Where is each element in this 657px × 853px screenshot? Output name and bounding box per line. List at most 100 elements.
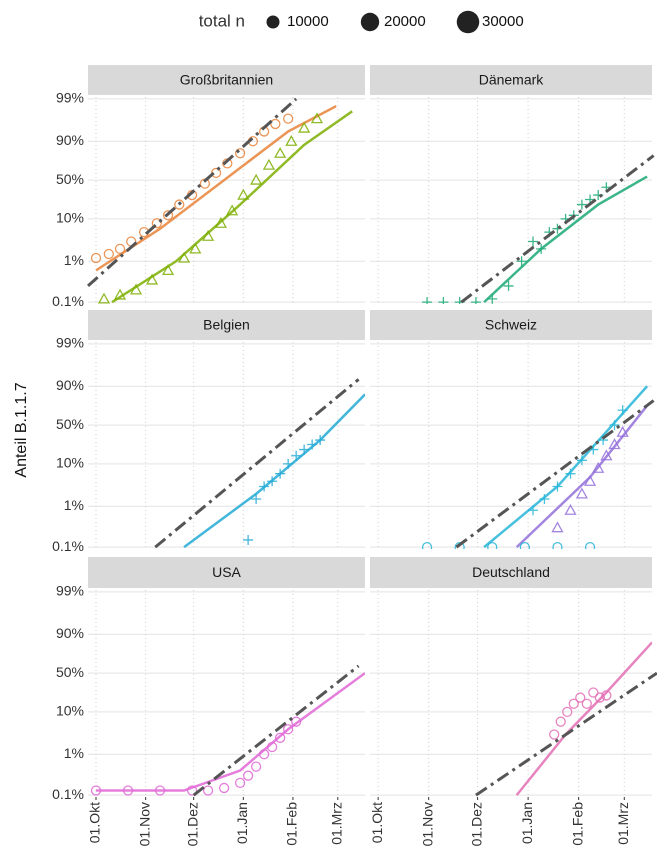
point [274, 732, 286, 743]
point [576, 199, 587, 210]
point [307, 439, 318, 450]
panel-title: Großbritannien [180, 72, 273, 88]
fit-line [96, 672, 365, 792]
point [151, 218, 162, 229]
legend-size-marker [266, 15, 280, 29]
point [174, 199, 185, 210]
point [588, 687, 599, 698]
y-tick-label: 99% [56, 90, 84, 106]
point [575, 692, 586, 703]
point [90, 252, 102, 264]
point [487, 541, 498, 549]
point [470, 297, 481, 304]
point [601, 690, 612, 701]
panel-title: Deutschland [472, 564, 550, 580]
panel-strip [88, 310, 365, 340]
x-tick-label: 01.Dez [468, 802, 484, 846]
point [154, 785, 166, 796]
legend-title: total n [199, 11, 245, 30]
legend-size-marker [456, 10, 480, 34]
fit-line [111, 110, 353, 304]
y-tick-label: 1% [64, 497, 84, 513]
point [218, 782, 230, 794]
point [503, 280, 514, 291]
point [189, 242, 202, 254]
y-tick-label: 10% [56, 455, 84, 471]
point [600, 449, 613, 461]
point [592, 461, 605, 473]
legend-size-marker [360, 12, 380, 32]
point [438, 297, 449, 304]
panel-strip [370, 65, 652, 95]
x-tick-label: 01.Feb [284, 802, 300, 846]
point [242, 770, 254, 781]
point [564, 503, 577, 515]
point [565, 468, 576, 479]
point [285, 134, 298, 146]
point [552, 223, 563, 234]
y-tick-label: 0.1% [52, 786, 84, 802]
panel-strip [370, 310, 652, 340]
point [114, 243, 126, 255]
point [113, 288, 127, 300]
panel-background [370, 97, 652, 304]
point [552, 541, 563, 549]
point [267, 476, 278, 487]
point [243, 534, 254, 545]
point [562, 706, 573, 718]
point [161, 264, 175, 276]
panel-strip [88, 557, 365, 588]
point [262, 158, 276, 170]
y-tick-label: 1% [64, 745, 84, 761]
point [250, 761, 262, 772]
point [584, 541, 596, 549]
point [528, 505, 539, 516]
y-tick-label: 90% [56, 377, 84, 393]
trend-line [455, 399, 655, 549]
point [234, 148, 246, 159]
point [609, 420, 620, 431]
point [568, 698, 579, 709]
panel-background [88, 590, 365, 797]
y-tick-label: 1% [64, 252, 84, 268]
x-tick-label: 01.Mrz [328, 802, 344, 845]
point [581, 698, 592, 709]
point [258, 749, 270, 760]
point [291, 716, 302, 727]
point [201, 229, 215, 241]
point [90, 785, 102, 796]
panel-data [421, 385, 649, 549]
y-tick-label: 50% [56, 416, 84, 432]
x-tick-label: 01.Nov [136, 802, 152, 846]
point [97, 292, 111, 304]
point [270, 118, 281, 130]
point [291, 450, 302, 461]
point [617, 405, 628, 416]
x-tick-label: 01.Jan [234, 802, 250, 844]
point [422, 297, 433, 304]
point [214, 216, 228, 228]
panel-data [183, 393, 365, 549]
point [539, 494, 550, 505]
x-tick-label: 01.Jan [519, 802, 535, 844]
x-tick-label: 01.Feb [569, 802, 585, 846]
point [616, 425, 629, 437]
legend-size-label: 20000 [384, 13, 426, 30]
point [283, 458, 294, 469]
point [552, 481, 563, 492]
point [528, 236, 539, 247]
point [282, 724, 294, 735]
panel-data [90, 105, 353, 304]
point [103, 248, 114, 260]
panel-title: Schweiz [485, 317, 537, 333]
y-tick-label: 99% [56, 583, 84, 599]
point [177, 251, 191, 263]
point [551, 521, 564, 533]
y-tick-label: 50% [56, 664, 84, 680]
x-tick-label: 01.Mrz [615, 802, 631, 845]
point [145, 273, 159, 285]
panel-strip [370, 557, 652, 588]
trend-line [192, 664, 360, 797]
point [487, 293, 498, 304]
